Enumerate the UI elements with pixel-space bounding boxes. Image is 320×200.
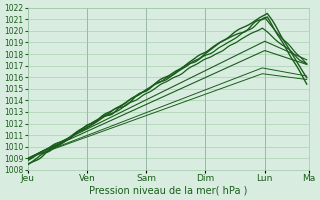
X-axis label: Pression niveau de la mer( hPa ): Pression niveau de la mer( hPa ) xyxy=(89,186,248,196)
